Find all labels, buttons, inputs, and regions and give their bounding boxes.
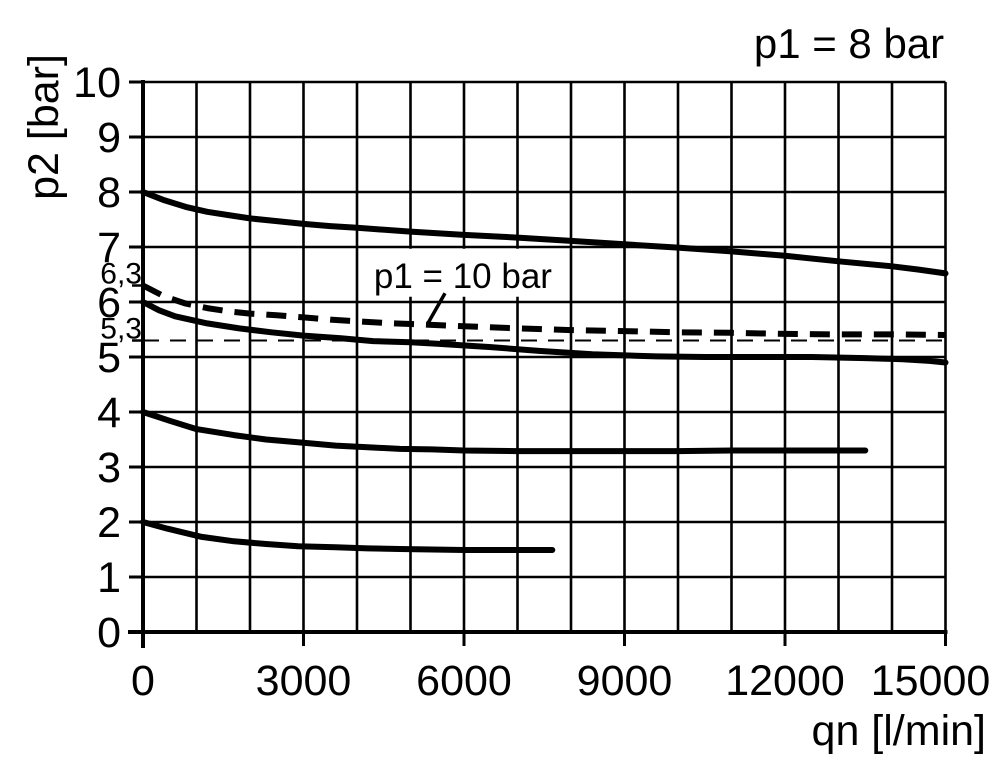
curve-setpoint-8bar: [140, 189, 949, 277]
y-tick-label-special: 6,3: [100, 258, 142, 291]
y-tick-label: 9: [97, 114, 121, 162]
y-tick-label: 4: [97, 389, 121, 437]
annotation-background: [359, 248, 566, 297]
x-tick-label: 3000: [256, 657, 352, 705]
x-axis-label: qn [l/min]: [812, 707, 986, 755]
curve-setpoint-2bar: [140, 519, 556, 553]
y-tick-label: 3: [97, 444, 121, 492]
curve-setpoint-4bar: [140, 409, 869, 455]
x-tick-label: 15000: [871, 657, 991, 705]
x-tick-label: 12000: [725, 657, 845, 705]
annotation-leader-line: [426, 292, 447, 324]
axes: [128, 80, 948, 648]
x-tick-label: 6000: [416, 657, 512, 705]
chart-title: p1 = 8 bar: [754, 20, 944, 67]
curves: [140, 189, 949, 553]
y-tick-label: 2: [97, 499, 121, 547]
y-tick-label: 8: [97, 169, 121, 217]
y-tick-label: 5: [97, 334, 121, 382]
x-tick-label: 9000: [577, 657, 673, 705]
y-tick-label: 7: [97, 224, 121, 272]
y-tick-label: 10: [73, 59, 121, 107]
tick-labels: 0 1 2 3 4 5 6 7 8 9 10 6,3 5,3 0 3000 6000 9000 12000 1500…: [73, 59, 990, 705]
annotation-p1-10bar: p1 = 10 bar: [359, 248, 566, 324]
annotation-text: p1 = 10 bar: [374, 257, 552, 296]
curve-p1-10bar-dashed: [141, 282, 946, 338]
y-axis-label: p2 [bar]: [20, 54, 68, 200]
y-tick-label-special: 5,3: [100, 313, 142, 346]
x-tick-label: 0: [131, 657, 155, 705]
curve-setpoint-6bar: [140, 299, 949, 366]
y-tick-label: 1: [97, 554, 121, 602]
tick-marks: [129, 80, 947, 646]
y-tick-label: 0: [97, 609, 121, 657]
y-tick-label: 6: [97, 279, 121, 327]
